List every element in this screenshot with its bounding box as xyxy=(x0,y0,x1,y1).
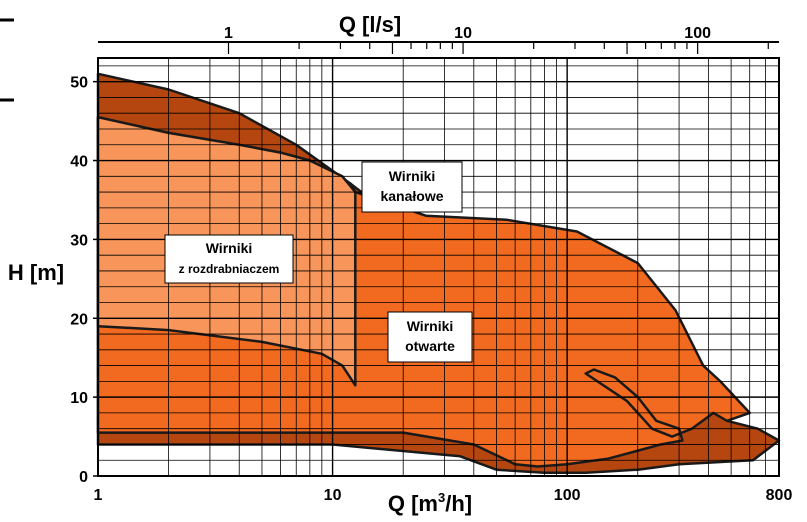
region-label-open: Wirniki otwarte xyxy=(387,311,473,363)
x-bottom-tick-label: 100 xyxy=(554,487,581,504)
x-bottom-tick-label: 1 xyxy=(94,487,103,504)
plot-border xyxy=(97,57,780,477)
bottom-axis-title-prefix: Q [m xyxy=(388,491,438,516)
region-label-grinder: Wirniki z rozdrabniaczem xyxy=(164,234,294,284)
x-top-tick-label: 10 xyxy=(454,25,472,42)
region-label-channel: Wirniki kanałowe xyxy=(361,161,463,213)
bottom-axis-title: Q [m3/h] xyxy=(388,490,472,516)
region-label-channel-box xyxy=(361,161,463,213)
region-label-grinder-line1: Wirniki xyxy=(206,240,253,256)
y-tick-label: 20 xyxy=(70,311,88,328)
y-tick-label: 50 xyxy=(70,75,88,92)
bottom-axis-title-suffix: /h] xyxy=(445,491,472,516)
region-label-open-box xyxy=(387,311,473,363)
region-label-channel-line1: Wirniki xyxy=(389,168,436,184)
y-tick-label: 0 xyxy=(79,469,88,486)
top-axis-title: Q [l/s] xyxy=(339,12,401,37)
y-axis-title: H [m] xyxy=(8,260,64,285)
y-tick-label: 40 xyxy=(70,154,88,171)
x-bottom-tick-label: 800 xyxy=(766,487,793,504)
region-labels: Wirniki kanałowe Wirniki otwarte Wirniki… xyxy=(164,161,473,363)
region-label-grinder-box xyxy=(164,234,294,284)
x-top-tick-label: 1 xyxy=(224,25,233,42)
plot-frame xyxy=(93,41,780,477)
region-label-open-line1: Wirniki xyxy=(407,318,454,334)
ticks: 0 10 20 30 40 50 1 10 100 800 1 10 100 xyxy=(70,25,792,504)
y-tick-label: 10 xyxy=(70,390,88,407)
region-label-open-line2: otwarte xyxy=(405,338,455,354)
y-tick-label: 30 xyxy=(70,232,88,249)
x-bottom-tick-label: 10 xyxy=(324,487,342,504)
bottom-axis-title-sup: 3 xyxy=(438,490,445,505)
region-label-grinder-line2: z rozdrabniaczem xyxy=(179,262,280,276)
region-label-channel-line2: kanałowe xyxy=(380,188,443,204)
x-top-tick-label: 100 xyxy=(684,25,711,42)
